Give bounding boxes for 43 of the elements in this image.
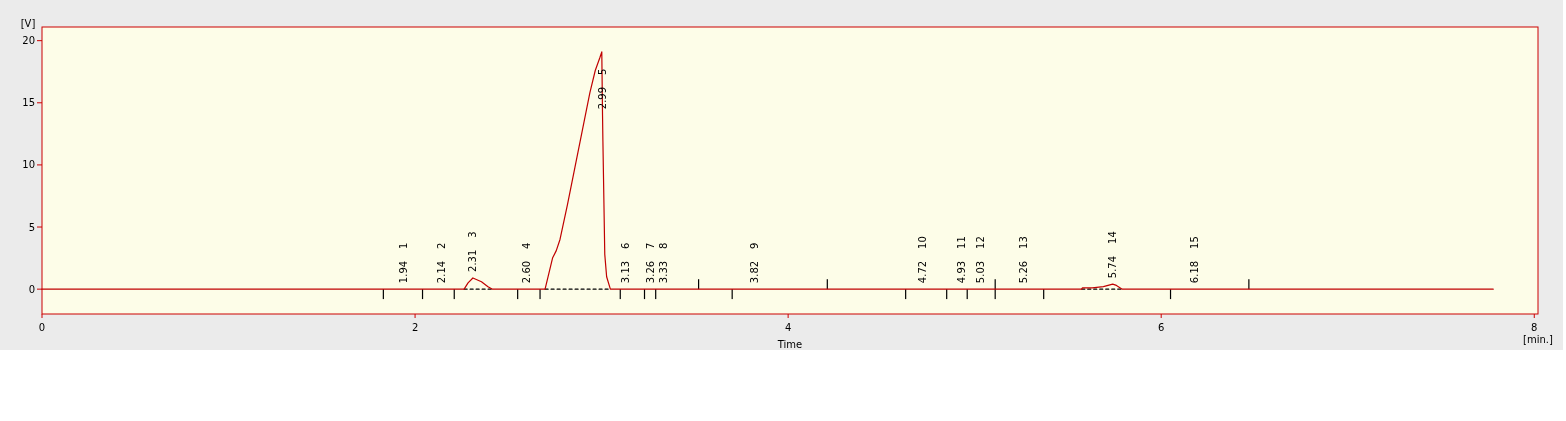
text: [min.]	[1523, 334, 1554, 345]
x-tick-label: 8	[1531, 322, 1538, 333]
annotation: 15	[1189, 236, 1201, 249]
annotation: 5.03	[974, 260, 986, 284]
annotation: 2.60	[521, 260, 533, 284]
annotation: 3.26	[644, 260, 656, 284]
annotation: 2.31	[467, 249, 479, 272]
annotation: 13	[1017, 236, 1029, 249]
y-tick-label: 15	[22, 97, 35, 109]
annotation: 2	[435, 242, 447, 249]
annotation: 4	[521, 242, 533, 249]
annotation: 3.82	[749, 260, 761, 284]
annotation: 8	[657, 242, 669, 249]
annotation: 6.18	[1189, 260, 1201, 284]
y-tick-label: 5	[28, 221, 35, 233]
x-tick-label: 4	[784, 322, 792, 333]
annotation: 3	[467, 231, 479, 238]
annotation: 5	[597, 68, 609, 75]
annotation: 5.74	[1107, 255, 1119, 279]
annotation: 11	[956, 236, 968, 249]
annotation: 12	[974, 236, 986, 249]
y-axis-title: [V]	[20, 18, 36, 29]
x-tick-label: 0	[38, 322, 46, 333]
annotation: 14	[1107, 231, 1119, 244]
y-tick-label: 20	[22, 35, 35, 47]
y-tick-label: 0	[28, 283, 35, 295]
x-tick-label: 2	[411, 322, 419, 333]
x-axis-title: Time	[776, 339, 803, 350]
annotation: 3.33	[657, 260, 669, 284]
annotation: 2.14	[435, 260, 447, 284]
y-tick-label: 10	[22, 159, 35, 171]
annotation: 7	[644, 242, 656, 249]
annotation: 1	[398, 242, 410, 249]
annotation: 4.72	[916, 260, 928, 284]
annotation: 6	[620, 242, 632, 249]
annotation: 10	[916, 236, 928, 249]
annotation: 4.93	[956, 260, 968, 284]
annotation: 9	[749, 242, 761, 249]
x-tick-label: 6	[1158, 322, 1165, 333]
annotation: 2.99	[597, 86, 609, 110]
annotation: 3.13	[620, 260, 632, 284]
annotation: 1.94	[398, 260, 410, 284]
annotation: 5.26	[1017, 260, 1029, 284]
